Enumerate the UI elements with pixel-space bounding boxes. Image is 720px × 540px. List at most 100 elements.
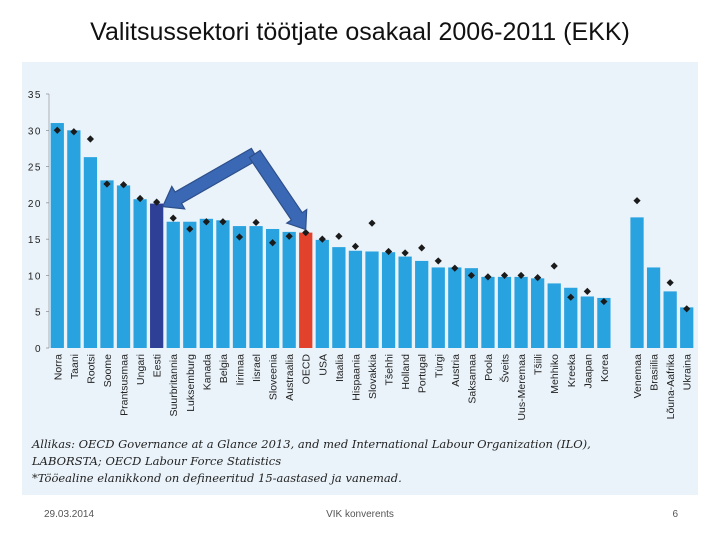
x-label-Ungari: Ungari xyxy=(135,354,147,385)
bar-Austria xyxy=(448,267,462,348)
x-label-Itaalia: Itaalia xyxy=(334,354,346,382)
marker-2006-Iirimaa xyxy=(235,233,244,241)
x-label-Iirimaa: Iirimaa xyxy=(234,354,246,386)
x-label-Eesti: Eesti xyxy=(152,354,164,377)
x-label-Austria: Austria xyxy=(450,354,462,387)
marker-2006-Mehhiko xyxy=(550,262,558,270)
marker-2006-Jaapan xyxy=(583,287,591,295)
marker-2006-Kanada xyxy=(202,218,210,226)
bar-Soome xyxy=(100,180,114,348)
x-label-Tšehhi: Tšehhi xyxy=(384,354,396,386)
marker-2006-Eesti xyxy=(153,198,161,206)
y-tick-label: 5 xyxy=(35,308,42,319)
x-label-Saksamaa: Saksamaa xyxy=(466,354,478,404)
x-label-Slovakkia: Slovakkia xyxy=(367,354,379,399)
x-label-Uus-Meremaa: Uus-Meremaa xyxy=(516,354,528,421)
marker-2006-USA xyxy=(318,235,326,243)
footer-event: VIK konverents xyxy=(326,509,394,520)
arrow-to-eesti xyxy=(161,147,259,210)
marker-2006-Slovakkia xyxy=(368,219,376,227)
x-label-Korea: Korea xyxy=(599,354,611,382)
bar-Venemaa xyxy=(630,217,644,348)
y-tick-label: 20 xyxy=(28,199,42,210)
marker-2006-Suurbritannia xyxy=(169,214,177,222)
x-label-Prantsusmaa: Prantsusmaa xyxy=(119,354,131,416)
x-label-Šveits: Šveits xyxy=(499,354,512,383)
bar-Taani xyxy=(67,130,81,348)
bar-Hispaania xyxy=(348,250,363,348)
marker-2006-Soome xyxy=(103,180,111,188)
marker-2006-Kreeka xyxy=(567,293,575,301)
marker-2006-Holland xyxy=(401,249,409,257)
bar-Tšiili xyxy=(531,278,545,348)
y-tick-label: 0 xyxy=(35,344,42,355)
x-label-Rootsi: Rootsi xyxy=(85,354,97,384)
marker-2006-OECD xyxy=(302,229,310,237)
x-label-Kreeka: Kreeka xyxy=(566,354,578,387)
bar-Lõuna-Aafrika xyxy=(663,291,677,348)
marker-2006-Norra xyxy=(53,126,61,134)
x-label-Hispaania: Hispaania xyxy=(350,354,362,401)
x-label-Poola: Poola xyxy=(483,354,495,381)
page-number: 6 xyxy=(672,509,678,520)
bar-Türgi xyxy=(431,267,445,348)
x-label-Ukraina: Ukraina xyxy=(682,354,694,390)
bar-Mehhiko xyxy=(547,283,561,348)
source-line-2: LABORSTA; OECD Labour Force Statistics xyxy=(32,454,282,468)
footer-date: 29.03.2014 xyxy=(44,509,95,520)
y-tick-label: 10 xyxy=(28,271,42,282)
marker-2006-Itaalia xyxy=(335,232,343,240)
bar-Norra xyxy=(50,123,64,349)
bar-Kreeka xyxy=(564,287,578,348)
x-label-Portugal: Portugal xyxy=(417,354,429,393)
x-label-USA: USA xyxy=(317,354,329,376)
y-tick-label: 25 xyxy=(28,163,42,174)
source-note: Allikas: OECD Governance at a Glance 201… xyxy=(32,436,692,487)
bar-Šveits xyxy=(497,276,512,348)
bar-Korea xyxy=(597,297,611,348)
bar-Brasiilia xyxy=(646,267,661,348)
source-line-3: *Tööealine elanikkond on defineeritud 15… xyxy=(32,471,402,485)
bar-USA xyxy=(315,239,329,348)
marker-2006-Austraalia xyxy=(285,232,293,240)
marker-2006-Saksamaa xyxy=(467,271,475,280)
bar-Poola xyxy=(481,276,495,348)
marker-2006-Hispaania xyxy=(351,242,360,250)
bar-Austraalia xyxy=(282,231,296,348)
marker-2006-Tšiili xyxy=(534,274,542,282)
bar-OECD xyxy=(299,232,313,348)
marker-2006-Rootsi xyxy=(86,135,95,143)
bar-Jaapan xyxy=(580,296,594,348)
bar-Suurbritannia xyxy=(166,221,180,348)
x-label-Sloveenia: Sloveenia xyxy=(268,354,280,400)
bar-Sloveenia xyxy=(265,228,280,348)
x-label-Soome: Soome xyxy=(102,354,114,387)
x-label-Lõuna-Aafrika: Lõuna-Aafrika xyxy=(665,354,677,420)
bar-Belgia xyxy=(216,220,230,348)
chart-panel: 0 5 10 15 20 25 30 35 Norra Taani Rootsi Soome Prant… xyxy=(22,62,698,495)
marker-2006-Prantsusmaa xyxy=(119,181,128,189)
bar-Eesti xyxy=(150,203,164,348)
x-label-Holland: Holland xyxy=(400,354,412,390)
bar-Kanada xyxy=(199,218,213,348)
y-tick-label: 15 xyxy=(28,235,42,246)
x-label-Venemaa: Venemaa xyxy=(632,354,644,399)
x-label-OECD: OECD xyxy=(301,354,313,385)
marker-2006-Lõuna-Aafrika xyxy=(666,279,674,287)
marker-2006-Luksemburg xyxy=(186,225,194,233)
y-tick-label: 30 xyxy=(28,126,42,137)
bar-chart: 0 5 10 15 20 25 30 35 Norra Taani Rootsi Soome Prant… xyxy=(28,90,694,421)
bar-Prantsusmaa xyxy=(116,185,131,348)
x-label-Tšiili: Tšiili xyxy=(533,354,545,375)
bar-Iirimaa xyxy=(232,226,247,348)
bar-Uus-Meremaa xyxy=(514,276,528,348)
marker-2006-Poola xyxy=(484,273,492,281)
bar-Luksemburg xyxy=(183,221,197,348)
x-label-Taani: Taani xyxy=(69,354,81,379)
bar-Portugal xyxy=(415,260,429,348)
bar-Itaalia xyxy=(332,247,346,348)
bar-Slovakkia xyxy=(365,251,379,348)
bar-Ukraina xyxy=(680,307,694,348)
marker-2006-Iisrael xyxy=(252,218,260,227)
marker-2006-Tšehhi xyxy=(384,247,393,256)
